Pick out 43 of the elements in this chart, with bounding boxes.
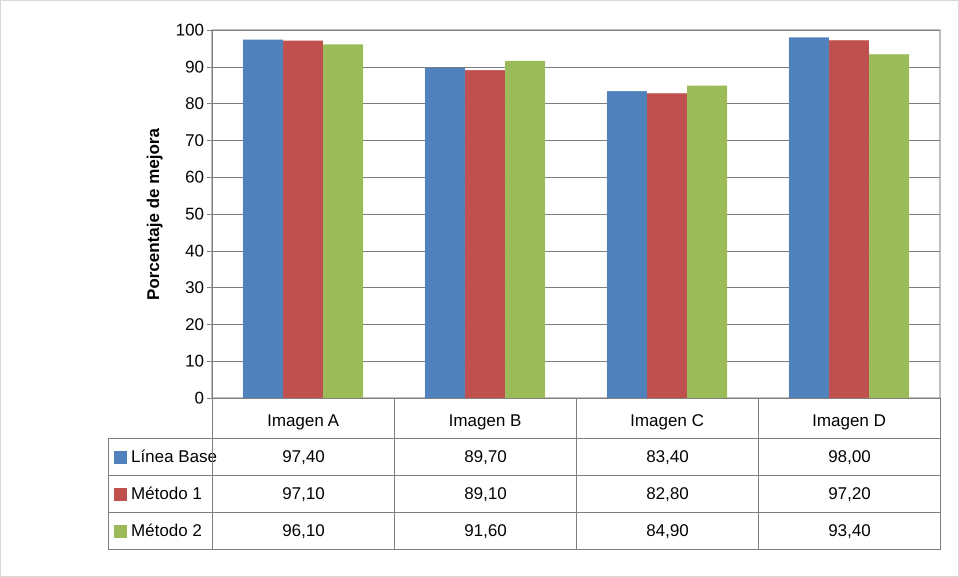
y-tick-label: 20 <box>185 314 204 334</box>
data-label: 83,40 <box>646 447 689 467</box>
x-tick-label: Imagen C <box>630 411 704 430</box>
data-label: 98,00 <box>828 447 871 467</box>
bar <box>282 40 324 398</box>
data-label: 97,20 <box>828 484 871 504</box>
bar <box>505 60 546 398</box>
y-tick-label: 10 <box>185 352 204 371</box>
bar <box>869 54 910 398</box>
bar <box>606 91 647 398</box>
data-label: 84,90 <box>646 521 689 541</box>
x-tick-label: Imagen B <box>448 411 522 430</box>
legend-label: Método 1 <box>131 484 202 504</box>
bar <box>788 37 829 398</box>
bar <box>828 40 870 398</box>
y-tick-label: 70 <box>185 130 204 150</box>
bar <box>646 93 688 398</box>
y-tick-label: 50 <box>185 204 204 224</box>
y-axis-title: Porcentaje de mejora <box>144 127 163 300</box>
data-label: 93,40 <box>828 521 871 541</box>
y-tick-label: 60 <box>185 168 204 187</box>
y-tick-label: 90 <box>185 57 204 76</box>
y-tick-label: 30 <box>185 278 204 298</box>
x-tick-label: Imagen D <box>812 411 886 430</box>
data-label: 97,10 <box>282 484 325 504</box>
bar <box>242 40 283 398</box>
x-tick-label: Imagen A <box>267 411 340 430</box>
data-label: 91,60 <box>464 521 507 541</box>
y-tick-label: 40 <box>185 241 204 260</box>
data-label: 97,40 <box>282 447 325 467</box>
bar <box>323 44 364 398</box>
data-label: 89,10 <box>464 484 507 504</box>
legend-label: Línea Base <box>131 447 218 467</box>
bar <box>464 70 506 398</box>
data-label: 96,10 <box>282 521 325 541</box>
y-tick-label: 100 <box>176 20 204 40</box>
y-tick-label: 0 <box>194 388 204 408</box>
bar <box>687 86 728 398</box>
data-label: 89,70 <box>464 447 507 467</box>
bar <box>424 68 465 398</box>
legend-label: Método 2 <box>131 521 202 541</box>
y-tick-label: 80 <box>185 94 204 114</box>
data-label: 82,80 <box>646 484 689 504</box>
